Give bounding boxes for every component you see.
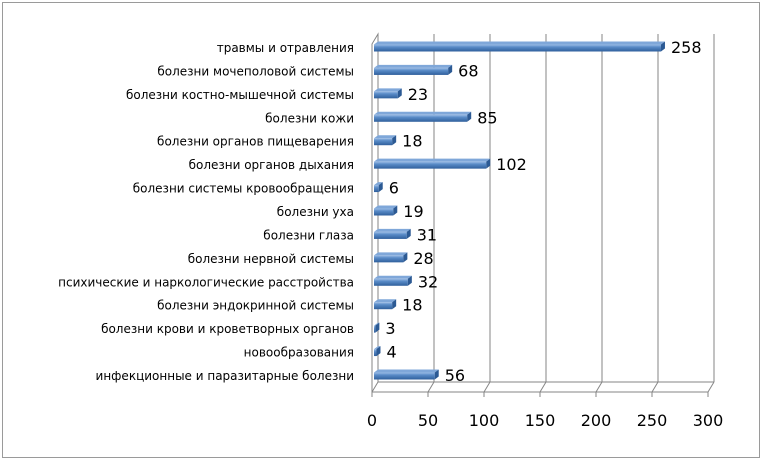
value-label-8: 31 [417, 225, 437, 244]
bars [374, 41, 665, 380]
category-label-6: болезни системы кровообращения [133, 182, 354, 196]
value-label-6: 6 [389, 179, 399, 198]
category-label-13: новообразования [244, 346, 354, 360]
bar-1 [374, 64, 453, 75]
category-label-10: психические и наркологические расстройст… [58, 275, 354, 289]
value-label-7: 19 [403, 202, 423, 221]
x-tick-label-300: 300 [693, 411, 724, 430]
bar-2 [374, 88, 402, 99]
category-label-1: болезни мочеполовой системы [157, 64, 354, 78]
category-label-14: инфекционные и паразитарные болезни [96, 369, 354, 383]
value-label-14: 56 [445, 366, 465, 385]
bar-4 [374, 135, 397, 146]
category-label-3: болезни кожи [265, 111, 354, 125]
category-label-4: болезни органов пищеварения [157, 135, 354, 149]
x-tick-labels: 0 50 100 150 200 250 300 [367, 411, 723, 430]
category-label-5: болезни органов дыхания [189, 158, 354, 172]
category-label-2: болезни костно-мышечной системы [126, 88, 354, 102]
floor-line-100 [483, 381, 491, 393]
category-label-8: болезни глаза [263, 228, 354, 242]
category-label-11: болезни эндокринной системы [157, 299, 354, 313]
value-label-13: 4 [386, 343, 396, 362]
bar-6 [374, 182, 383, 193]
x-tick-label-0: 0 [367, 411, 377, 430]
bar-12 [374, 322, 380, 333]
bar-14 [374, 369, 439, 380]
floor-line-0 [371, 381, 379, 393]
value-label-12: 3 [385, 319, 395, 338]
category-label-7: болезни уха [277, 205, 354, 219]
x-tick-label-200: 200 [581, 411, 612, 430]
x-tick-label-250: 250 [637, 411, 668, 430]
bar-5 [374, 158, 491, 169]
bar-0 [374, 41, 665, 52]
x-tick-label-150: 150 [525, 411, 556, 430]
floor-line-150 [539, 381, 547, 393]
bar-7 [374, 205, 398, 216]
value-label-10: 32 [418, 272, 438, 291]
value-label-9: 28 [413, 249, 433, 268]
x-tick-label-100: 100 [469, 411, 500, 430]
value-label-5: 102 [496, 155, 527, 174]
value-label-1: 68 [458, 61, 478, 80]
bar-8 [374, 228, 411, 239]
bar-11 [374, 299, 397, 310]
bar-3 [374, 111, 472, 122]
bar-10 [374, 275, 412, 286]
floor-line-50 [427, 381, 435, 393]
value-label-4: 18 [402, 132, 422, 151]
value-label-0: 258 [671, 38, 702, 57]
category-label-12: болезни крови и кроветворных органов [101, 322, 354, 336]
floor-line-250 [651, 381, 659, 393]
value-label-11: 18 [402, 296, 422, 315]
bar-9 [374, 252, 408, 263]
value-label-3: 85 [477, 108, 497, 127]
x-tick-label-50: 50 [418, 411, 438, 430]
category-label-9: болезни нервной системы [188, 252, 354, 266]
category-labels: травмы и отравления болезни мочеполовой с… [58, 41, 354, 383]
floor-line-200 [595, 381, 603, 393]
value-label-2: 23 [408, 85, 428, 104]
floor-line-300 [707, 381, 715, 393]
value-labels: 258 68 23 85 18 102 619 31 28 32 18 3 4 56 [385, 38, 701, 385]
bar-13 [374, 346, 381, 357]
category-label-0: травмы и отравления [217, 41, 354, 55]
